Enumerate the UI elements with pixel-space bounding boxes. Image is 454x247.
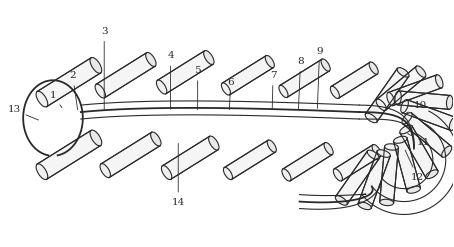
Ellipse shape (151, 132, 161, 146)
Polygon shape (388, 75, 442, 105)
Ellipse shape (394, 136, 407, 143)
Ellipse shape (369, 62, 378, 74)
Ellipse shape (397, 68, 409, 77)
Ellipse shape (204, 51, 214, 64)
Ellipse shape (407, 186, 420, 193)
Ellipse shape (402, 113, 412, 124)
Ellipse shape (282, 169, 291, 181)
Polygon shape (283, 143, 332, 181)
Polygon shape (331, 62, 377, 98)
Ellipse shape (333, 169, 342, 181)
Ellipse shape (446, 95, 453, 109)
Polygon shape (365, 68, 409, 122)
Text: 4: 4 (167, 51, 174, 109)
Text: 5: 5 (194, 66, 201, 110)
Text: 2: 2 (69, 71, 78, 110)
Text: 6: 6 (227, 79, 234, 110)
Polygon shape (336, 151, 379, 205)
Ellipse shape (372, 144, 381, 157)
Text: 7: 7 (270, 71, 276, 109)
Ellipse shape (400, 125, 412, 134)
Text: 9: 9 (316, 46, 323, 108)
Ellipse shape (401, 100, 408, 113)
Polygon shape (158, 51, 213, 94)
Ellipse shape (267, 140, 276, 152)
Polygon shape (402, 100, 454, 130)
Polygon shape (37, 130, 101, 179)
Text: 14: 14 (172, 144, 185, 206)
Ellipse shape (265, 55, 274, 68)
Ellipse shape (222, 83, 231, 95)
Ellipse shape (223, 167, 232, 180)
Ellipse shape (385, 144, 399, 150)
Ellipse shape (324, 143, 333, 155)
Polygon shape (334, 145, 380, 181)
Text: 10: 10 (405, 101, 427, 114)
Ellipse shape (377, 150, 390, 157)
Text: 13: 13 (7, 105, 39, 120)
Polygon shape (403, 113, 451, 157)
Ellipse shape (36, 164, 48, 180)
Ellipse shape (157, 80, 167, 94)
Polygon shape (280, 59, 329, 97)
Ellipse shape (321, 59, 330, 71)
Polygon shape (101, 132, 160, 177)
Polygon shape (96, 53, 155, 98)
Ellipse shape (442, 146, 452, 157)
Ellipse shape (209, 136, 219, 150)
Polygon shape (37, 58, 101, 107)
Ellipse shape (146, 52, 156, 66)
Text: 11: 11 (408, 133, 430, 147)
Ellipse shape (425, 170, 438, 179)
Polygon shape (380, 146, 399, 203)
Polygon shape (400, 126, 438, 178)
Ellipse shape (387, 92, 395, 106)
Polygon shape (224, 140, 276, 179)
Ellipse shape (331, 86, 340, 99)
Text: 1: 1 (50, 91, 62, 108)
Ellipse shape (36, 91, 48, 107)
Ellipse shape (449, 117, 454, 130)
Polygon shape (394, 138, 420, 191)
Ellipse shape (90, 58, 102, 73)
Text: 12: 12 (405, 150, 424, 182)
Ellipse shape (365, 113, 377, 123)
Ellipse shape (100, 164, 110, 178)
Ellipse shape (95, 84, 105, 98)
Polygon shape (358, 151, 390, 208)
Ellipse shape (435, 75, 443, 88)
Ellipse shape (380, 199, 394, 206)
Ellipse shape (395, 91, 401, 105)
Polygon shape (398, 91, 450, 109)
Ellipse shape (376, 99, 386, 110)
Ellipse shape (367, 150, 379, 160)
Ellipse shape (162, 165, 172, 180)
Ellipse shape (90, 130, 102, 146)
Ellipse shape (336, 196, 347, 205)
Ellipse shape (416, 66, 426, 77)
Ellipse shape (279, 85, 288, 98)
Polygon shape (222, 56, 273, 95)
Text: 3: 3 (101, 27, 108, 110)
Polygon shape (377, 66, 425, 110)
Ellipse shape (358, 202, 371, 210)
Polygon shape (163, 136, 218, 179)
Text: 8: 8 (297, 57, 304, 109)
